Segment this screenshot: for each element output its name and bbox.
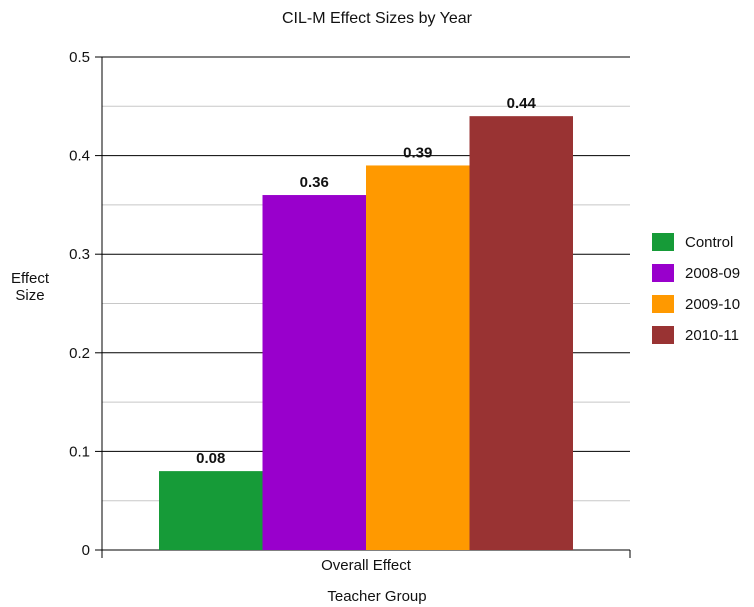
x-axis-label: Teacher Group — [327, 588, 427, 605]
data-label-2008-09: 0.36 — [300, 174, 329, 191]
bar-2008-09 — [262, 195, 366, 551]
bar-2010-11 — [469, 116, 573, 550]
legend-swatch-2008-09 — [652, 264, 674, 282]
legend-label-control: Control — [685, 233, 734, 251]
y-axis-label: Effect Size — [10, 270, 50, 304]
data-label-2010-11: 0.44 — [507, 95, 537, 112]
legend-label-2009-10: 2009-10 — [685, 295, 741, 313]
y-tick-label: 0.2 — [69, 345, 90, 362]
y-tick-label: 0.3 — [69, 246, 90, 263]
y-axis-label-line-2: Size — [15, 287, 45, 304]
legend-label-2010-11: 2010-11 — [685, 326, 739, 344]
y-tick-label: 0.4 — [69, 148, 90, 165]
data-label-control: 0.08 — [196, 450, 225, 467]
data-label-2009-10: 0.39 — [403, 144, 432, 161]
legend-swatch-control — [652, 233, 674, 251]
chart-title: CIL-M Effect Sizes by Year — [281, 10, 472, 27]
y-tick-label: 0.5 — [69, 49, 90, 66]
legend-item-2010-11: 2010-11 — [652, 325, 740, 345]
x-tick-label: Overall Effect — [321, 557, 412, 574]
y-tick-label: 0 — [82, 542, 90, 559]
legend-item-control: Control — [652, 232, 740, 252]
legend-item-2008-09: 2008-09 — [652, 263, 740, 283]
legend-swatch-2009-10 — [652, 295, 674, 313]
legend-label-2008-09: 2008-09 — [685, 264, 741, 282]
legend: Control 2008-09 2009-10 2010-11 — [652, 232, 740, 356]
bar-2009-10 — [366, 165, 470, 550]
legend-swatch-2010-11 — [652, 326, 674, 344]
bar-control — [159, 471, 263, 550]
y-axis-label-line-1: Effect — [10, 270, 50, 287]
y-tick-label: 0.1 — [69, 443, 90, 460]
legend-item-2009-10: 2009-10 — [652, 294, 740, 314]
